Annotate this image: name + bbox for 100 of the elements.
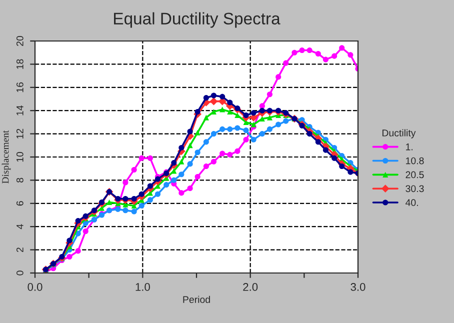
point (322, 56, 328, 62)
point (178, 190, 184, 196)
point (266, 114, 272, 120)
point (122, 180, 128, 186)
point (66, 238, 72, 244)
point (315, 139, 321, 145)
point (210, 158, 217, 164)
point (147, 197, 153, 203)
point (210, 131, 217, 137)
point (220, 126, 226, 132)
point (75, 218, 81, 224)
y-tick-label: 18 (16, 59, 24, 69)
legend-title: Ductility (382, 129, 416, 138)
point (259, 108, 265, 114)
point (194, 150, 200, 156)
x-tick-label: 3.0 (350, 283, 366, 291)
y-tick-label: 12 (16, 128, 24, 138)
y-tick-label: 14 (16, 105, 24, 116)
point (306, 131, 312, 137)
point (220, 150, 226, 156)
point (203, 114, 209, 120)
point (178, 158, 184, 164)
legend-label: 1. (406, 144, 413, 150)
y-tick-label: 8 (16, 178, 24, 182)
point (194, 130, 200, 136)
legend-label: 10.8 (406, 157, 424, 164)
point (203, 95, 209, 101)
point (266, 92, 272, 98)
point (259, 103, 265, 109)
point (227, 100, 233, 106)
y-tick-label: 4 (16, 224, 24, 230)
legend-label: 30.3 (406, 185, 424, 192)
point (322, 147, 328, 153)
point (348, 169, 354, 175)
y-tick-label: 2 (16, 248, 24, 252)
point (276, 74, 282, 80)
point (227, 126, 233, 132)
point (138, 191, 144, 197)
point (187, 128, 193, 134)
y-tick-label: 6 (16, 201, 24, 206)
point (234, 125, 240, 131)
point (154, 191, 161, 197)
point (154, 176, 161, 182)
point (339, 164, 345, 170)
y-tick-label: 10 (16, 152, 24, 162)
y-axis-title: Displacement (2, 130, 11, 184)
y-tick-label: 20 (16, 36, 24, 46)
point (131, 196, 137, 202)
point (243, 112, 249, 118)
point (131, 166, 137, 173)
x-tick-label: 0.0 (28, 283, 42, 291)
point (203, 164, 209, 170)
point (243, 136, 249, 142)
point (122, 208, 128, 214)
point (210, 97, 218, 106)
x-tick-label: 1.0 (136, 283, 150, 291)
point (266, 108, 272, 114)
point (332, 53, 338, 59)
point (276, 122, 282, 128)
legend-label: 20.5 (406, 171, 424, 178)
point (259, 131, 265, 137)
point (187, 142, 193, 148)
point (171, 177, 177, 183)
point (82, 213, 88, 219)
x-tick-label: 2.0 (243, 283, 258, 291)
legend-label: 40. (406, 199, 418, 206)
point (266, 126, 272, 132)
point (187, 186, 193, 192)
y-tick-label: 16 (16, 82, 24, 92)
point (106, 199, 112, 206)
y-tick-label: 0 (16, 270, 24, 276)
point (243, 128, 249, 134)
point (283, 60, 289, 66)
chart-title: Equal Ductility Spectra (114, 12, 280, 28)
point (82, 228, 88, 234)
point (250, 122, 256, 128)
point (234, 148, 240, 154)
point (210, 92, 217, 98)
point (187, 161, 193, 167)
point (178, 172, 184, 178)
point (194, 174, 200, 180)
point (66, 254, 72, 260)
point (276, 108, 282, 114)
point (348, 52, 354, 58)
point (315, 50, 321, 57)
point (75, 248, 81, 254)
point (203, 139, 209, 145)
point (164, 182, 170, 188)
point (306, 48, 312, 54)
point (147, 183, 153, 189)
point (299, 48, 305, 54)
x-axis-title: Period (183, 296, 210, 303)
point (138, 202, 144, 208)
point (220, 94, 226, 100)
point (339, 45, 345, 51)
point (250, 110, 256, 116)
point (292, 50, 298, 56)
point (131, 208, 137, 214)
point (171, 160, 177, 166)
point (178, 144, 184, 150)
